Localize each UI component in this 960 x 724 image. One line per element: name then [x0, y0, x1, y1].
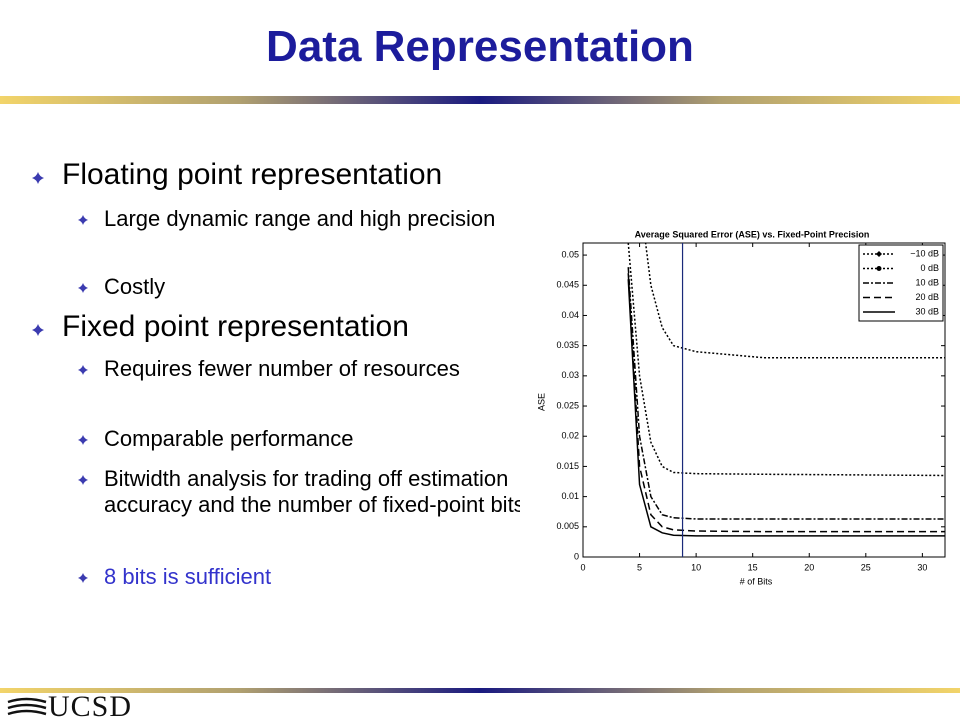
bullet-text: 8 bits is sufficient: [104, 564, 272, 589]
bullet: 8 bits is sufficient: [78, 564, 544, 590]
bullet-icon: [32, 172, 44, 184]
bullet-icon: [78, 365, 88, 375]
y-tick-label: 0.005: [556, 521, 579, 531]
logo-mark: [7, 697, 47, 716]
bullet-icon: [78, 435, 88, 445]
x-tick-label: 5: [637, 562, 642, 572]
x-tick-label: 10: [691, 562, 701, 572]
logo-text: UCSD: [48, 690, 133, 723]
y-axis-label: ASE: [536, 393, 546, 411]
y-tick-label: 0.025: [556, 400, 579, 410]
bullet-icon: [78, 215, 88, 225]
bullet-text: Requires fewer number of resources: [104, 356, 460, 381]
series-line: [627, 243, 945, 477]
footer-rule: [0, 688, 960, 693]
bullet-text: Floating point representation: [62, 158, 443, 191]
bullet: Large dynamic range and high precision: [78, 206, 544, 232]
series-line: [644, 243, 945, 359]
bullet-text: Bitwidth analysis for trading off estima…: [104, 466, 525, 517]
y-tick-label: 0.03: [561, 370, 579, 380]
chart: Average Squared Error (ASE) vs. Fixed-Po…: [520, 212, 956, 596]
y-tick-label: 0: [574, 551, 579, 561]
bullet: Requires fewer number of resources: [78, 356, 544, 382]
y-tick-label: 0.015: [556, 461, 579, 471]
y-tick-label: 0.01: [561, 491, 579, 501]
legend-label: 10 dB: [915, 277, 939, 287]
bullet: Fixed point representation: [32, 310, 542, 344]
bullet: Floating point representation: [32, 158, 542, 192]
bullet-text: Large dynamic range and high precision: [104, 206, 496, 231]
series-line: [627, 279, 945, 537]
x-tick-label: 25: [861, 562, 871, 572]
bullet-text: Comparable performance: [104, 426, 354, 451]
legend-label: −10 dB: [910, 248, 939, 258]
bullet-text: Fixed point representation: [62, 310, 409, 343]
bullet-icon: [78, 283, 88, 293]
bullet-icon: [78, 475, 88, 485]
y-tick-label: 0.02: [561, 431, 579, 441]
bullet-icon: [32, 324, 44, 336]
y-tick-label: 0.035: [556, 340, 579, 350]
y-tick-label: 0.05: [561, 249, 579, 259]
bullet: Comparable performance: [78, 426, 544, 452]
x-tick-label: 0: [580, 562, 585, 572]
bullet-icon: [78, 573, 88, 583]
x-tick-label: 20: [804, 562, 814, 572]
x-tick-label: 15: [748, 562, 758, 572]
slide-title: Data Representation: [266, 22, 694, 71]
y-tick-label: 0.045: [556, 280, 579, 290]
bullet-text: Costly: [104, 274, 166, 299]
plot-frame: [582, 242, 946, 558]
legend-marker: [876, 251, 882, 257]
series-line: [627, 273, 945, 533]
x-tick-label: 30: [917, 562, 927, 572]
bullet: Bitwidth analysis for trading off estima…: [78, 466, 544, 518]
title-rule: [0, 96, 960, 104]
legend-label: 30 dB: [915, 306, 939, 316]
y-tick-label: 0.04: [561, 310, 579, 320]
chart-title: Average Squared Error (ASE) vs. Fixed-Po…: [635, 229, 870, 239]
plot-area: [627, 243, 945, 537]
legend-label: 20 dB: [915, 292, 939, 302]
legend-label: 0 dB: [920, 263, 939, 273]
bullet: Costly: [78, 274, 544, 300]
legend-marker: [876, 266, 882, 271]
x-axis-label: # of Bits: [740, 576, 773, 586]
